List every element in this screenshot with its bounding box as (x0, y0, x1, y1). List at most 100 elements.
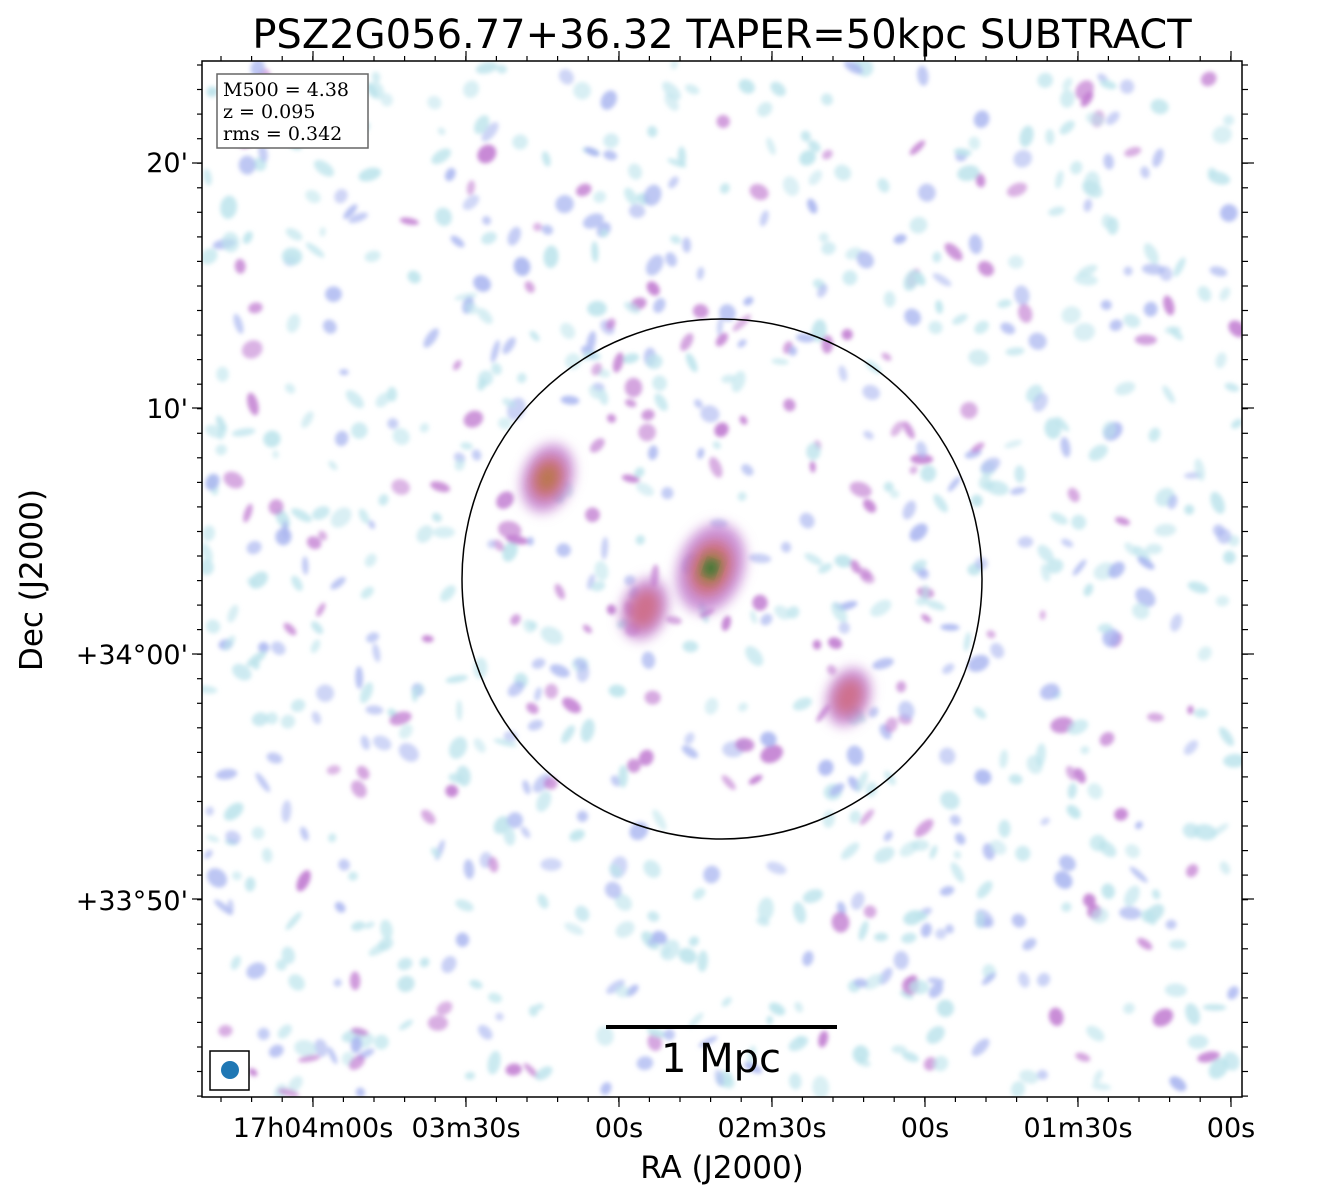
noise-blob (373, 1034, 389, 1050)
noise-blob (523, 1063, 539, 1079)
noise-blob (432, 526, 455, 539)
noise-blob (794, 1001, 804, 1013)
noise-blob (974, 320, 989, 334)
noise-blob (502, 541, 518, 562)
noise-blob (448, 736, 468, 759)
noise-blob (205, 424, 224, 438)
noise-blob (1055, 170, 1064, 189)
noise-blob (902, 421, 915, 439)
noise-blob (721, 775, 736, 790)
noise-blob (305, 189, 321, 204)
x-tick-label-3: 02m30s (717, 1113, 826, 1144)
noise-blob (1045, 129, 1055, 145)
noise-blob (868, 706, 879, 718)
noise-blob (1087, 783, 1103, 800)
noise-blob (535, 1003, 544, 1010)
info-redshift: z = 0.095 (223, 101, 315, 123)
noise-blob (663, 1029, 675, 1041)
x-tick-label-5: 01m30s (1023, 1113, 1132, 1144)
noise-blob (605, 318, 616, 330)
noise-blob (910, 454, 934, 465)
noise-blob (818, 1030, 829, 1048)
noise-blob (534, 687, 542, 702)
noise-blob (842, 270, 858, 286)
noise-blob (266, 752, 283, 764)
noise-blob (646, 281, 660, 296)
noise-blob (606, 604, 617, 615)
noise-blob (203, 849, 213, 859)
noise-blob (792, 697, 812, 711)
noise-blob (670, 235, 682, 244)
noise-blob (909, 140, 926, 156)
noise-blob (646, 354, 663, 370)
noise-blob (703, 865, 720, 884)
noise-blob (1101, 883, 1115, 900)
noise-blob (884, 717, 898, 733)
noise-blob (1055, 416, 1070, 432)
noise-blob (968, 136, 981, 150)
noise-blob (272, 450, 279, 459)
noise-blob (1124, 146, 1142, 157)
noise-blob (575, 905, 590, 922)
noise-blob (1167, 494, 1178, 510)
noise-blob (202, 525, 215, 542)
noise-blob (493, 738, 517, 747)
noise-blob (932, 251, 942, 263)
noise-blob (477, 144, 497, 164)
noise-blob (593, 191, 607, 203)
noise-blob (257, 1027, 270, 1041)
noise-blob (441, 955, 457, 974)
noise-blob (743, 296, 754, 306)
noise-blob (230, 955, 241, 970)
noise-blob (430, 847, 441, 858)
noise-blob (589, 438, 605, 453)
noise-blob (575, 183, 592, 197)
noise-blob (473, 738, 486, 753)
noise-blob (1215, 595, 1230, 607)
noise-blob (1017, 536, 1034, 548)
noise-blob (714, 1069, 724, 1087)
noise-blob (1032, 392, 1048, 412)
noise-blob (351, 780, 367, 798)
noise-blob (541, 224, 554, 235)
noise-blob (590, 581, 606, 592)
noise-blob (836, 901, 847, 916)
noise-blob (512, 134, 528, 150)
noise-blob (327, 1046, 338, 1065)
noise-blob (288, 1075, 303, 1093)
noise-blob (624, 377, 643, 398)
noise-blob (294, 1039, 317, 1057)
noise-blob (766, 1015, 773, 1025)
noise-blob (898, 700, 915, 720)
noise-blob (1061, 538, 1074, 548)
noise-blob (1163, 295, 1175, 316)
noise-blob (1147, 712, 1164, 722)
noise-blob (746, 1045, 757, 1066)
noise-blob (576, 663, 590, 683)
noise-blob (1129, 866, 1148, 883)
noise-blob (541, 151, 551, 167)
noise-blob (789, 1072, 802, 1090)
noise-blob (916, 441, 928, 459)
noise-blob (1169, 1076, 1187, 1092)
noise-blob (721, 615, 732, 631)
noise-blob (1212, 524, 1225, 537)
noise-blob (780, 541, 792, 553)
noise-blob (1106, 111, 1120, 125)
noise-blob (624, 301, 640, 314)
noise-blob (735, 737, 755, 752)
noise-blob (302, 556, 309, 575)
noise-blob (714, 422, 729, 438)
noise-blob (392, 428, 410, 445)
noise-blob (1135, 821, 1143, 830)
noise-blob (818, 562, 833, 574)
noise-blob (1093, 1069, 1103, 1084)
noise-blob (1143, 243, 1159, 264)
noise-blob (802, 889, 824, 904)
noise-blob (440, 585, 456, 602)
noise-blob (1059, 855, 1076, 872)
noise-blob (334, 188, 348, 204)
noise-blob (641, 409, 655, 421)
noise-blob (223, 802, 244, 821)
beam-box (209, 1050, 250, 1091)
